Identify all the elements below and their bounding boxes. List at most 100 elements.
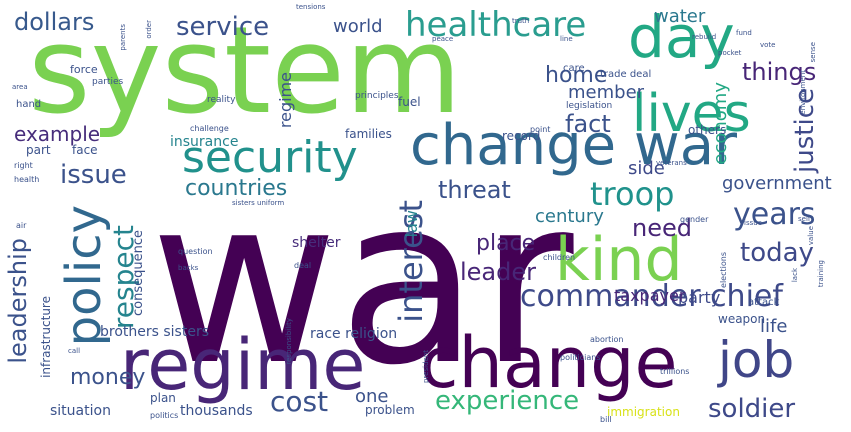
word-principles: principles <box>355 91 399 101</box>
word-government: government <box>722 173 832 194</box>
word-immigration: immigration <box>607 405 680 419</box>
word-home: home <box>545 63 608 88</box>
word-service: service <box>176 12 270 42</box>
word-issue: issue <box>744 219 762 227</box>
word-fund: fund <box>736 29 752 37</box>
word-regime: regime <box>276 72 295 129</box>
word-legislation: legislation <box>566 101 613 111</box>
word-threat: threat <box>438 176 511 204</box>
word-thousands: thousands <box>180 403 253 419</box>
word-force: force <box>70 63 98 76</box>
word-need: need <box>632 214 692 242</box>
word-war: war <box>150 149 574 416</box>
word-vote: vote <box>760 41 776 49</box>
word-today: today <box>740 238 814 268</box>
word-infrastructure: infrastructure <box>39 296 53 378</box>
word-elections: elections <box>719 252 728 288</box>
word-health: health <box>14 175 40 184</box>
word-change: change <box>420 322 678 404</box>
word-day: day <box>628 3 735 71</box>
word-fuel: fuel <box>398 95 421 109</box>
word-question: question <box>178 247 213 256</box>
word-gender: gender <box>680 215 709 224</box>
word-point: point <box>530 125 551 134</box>
word-leadership: leadership <box>4 238 32 364</box>
word-others: others <box>688 123 727 137</box>
word-training: training <box>817 260 825 288</box>
word-veterans: veterans <box>656 159 687 167</box>
word-children: children <box>543 253 576 262</box>
word-money: money <box>70 365 146 390</box>
word-situation: situation <box>50 403 111 419</box>
word-politicians: politicians <box>560 353 601 362</box>
word-fact: fact <box>565 110 611 138</box>
word-families: families <box>345 127 392 141</box>
word-bill: bill <box>600 415 612 424</box>
word-healthcare: healthcare <box>405 5 587 45</box>
word-area: area <box>12 83 28 91</box>
word-countries: countries <box>185 176 288 201</box>
word-peace: peace <box>432 35 454 43</box>
word-plan: plan <box>150 391 176 405</box>
word-things: things <box>742 58 817 86</box>
word-abortion: abortion <box>590 335 624 344</box>
word-problem: problem <box>365 403 415 417</box>
word-issue: issue <box>60 160 127 190</box>
word-attack: attack <box>748 297 780 308</box>
word-truth: truth <box>512 17 530 25</box>
word-shelter: shelter <box>292 235 341 251</box>
word-politics: politics <box>150 411 179 420</box>
word-line: line <box>560 35 573 43</box>
word-party: party <box>678 288 721 307</box>
word-one: one <box>355 386 389 407</box>
word-care: care <box>563 63 585 74</box>
word-job: job <box>718 331 795 389</box>
word-soldier: soldier <box>708 394 796 424</box>
word-years: years <box>733 197 816 232</box>
word-call: call <box>68 347 81 355</box>
word-record: record <box>502 129 541 143</box>
word-life: life <box>760 316 788 337</box>
word-cost: cost <box>270 385 329 418</box>
word-hand: hand <box>16 99 42 110</box>
word-place: place <box>476 231 536 256</box>
word-pocket: pocket <box>718 49 742 57</box>
word-member: member <box>568 82 645 103</box>
word-regime: regime <box>120 324 366 406</box>
word-trade-deal: trade deal <box>600 69 652 80</box>
word-side: side <box>628 158 665 179</box>
word-president: president <box>422 350 430 383</box>
word-parents: parents <box>119 24 127 51</box>
word-troop: troop <box>590 175 675 213</box>
word-lives: lives <box>632 84 751 144</box>
word-sense: sense <box>809 42 817 63</box>
word-part: part <box>26 143 51 157</box>
word-taxpayer: taxpayer <box>614 286 686 305</box>
word-reality: reality <box>207 95 236 105</box>
word-environment: environment <box>799 70 807 115</box>
word-commander-chief: commander chief <box>520 279 783 314</box>
word-self: self <box>798 215 811 223</box>
word-law: law <box>402 210 421 238</box>
word-right: right <box>14 161 33 170</box>
word-value: value <box>807 226 815 246</box>
word-order: order <box>145 20 153 39</box>
word-face: face <box>72 143 98 157</box>
word-change-war: change war <box>410 113 738 178</box>
word-dollars: dollars <box>14 8 95 36</box>
word-rebuild: rebuild <box>692 33 717 41</box>
word-water: water <box>654 6 706 27</box>
word-insurance: insurance <box>170 134 239 150</box>
word-lack: lack <box>791 268 799 283</box>
word-air: air <box>16 221 27 230</box>
word-weapon: weapon <box>718 312 766 326</box>
word-parties: parties <box>92 77 124 87</box>
word-brothers-sisters: brothers sisters <box>100 324 210 340</box>
word-experience: experience <box>435 386 580 416</box>
word-backs: backs <box>178 264 199 272</box>
word-security: security <box>182 132 358 183</box>
word-world: world <box>333 16 383 37</box>
word-kind: kind <box>555 225 683 295</box>
word-race-religion: race religion <box>310 326 398 342</box>
